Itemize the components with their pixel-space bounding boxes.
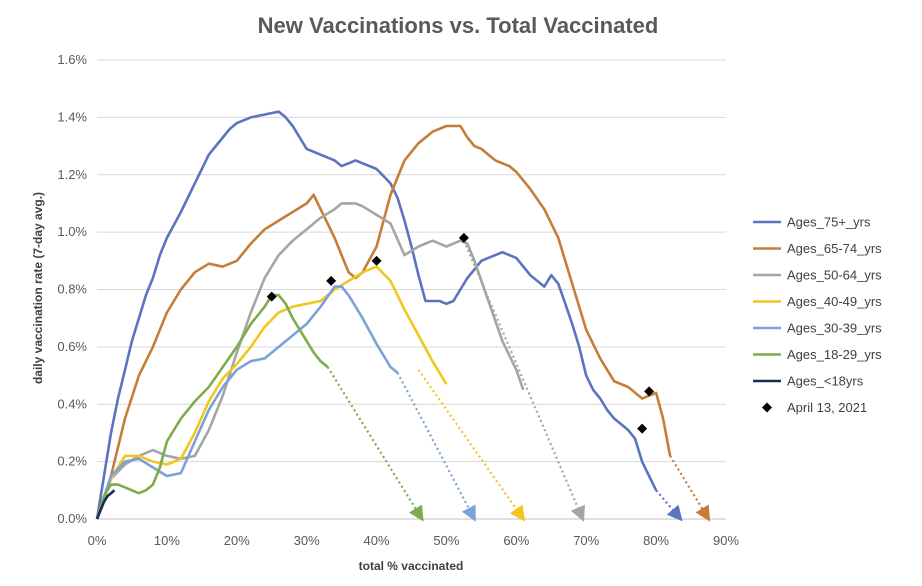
projection-line bbox=[326, 366, 424, 522]
projection-line bbox=[655, 489, 683, 522]
x-tick-label: 90% bbox=[713, 533, 739, 548]
marker-point bbox=[266, 291, 277, 302]
x-tick-label: 40% bbox=[364, 533, 390, 548]
marker-point bbox=[637, 423, 648, 434]
legend-label: Ages_75+_yrs bbox=[787, 215, 871, 230]
series-line bbox=[95, 124, 672, 520]
projection-lines bbox=[326, 240, 711, 522]
x-tick-label: 70% bbox=[573, 533, 599, 548]
legend-label: Ages_30-39_yrs bbox=[787, 321, 882, 336]
y-axis-label: daily vaccination rate (7-day avg.) bbox=[31, 192, 45, 384]
legend-label: April 13, 2021 bbox=[787, 400, 867, 415]
y-tick-label: 0.6% bbox=[57, 339, 87, 354]
legend-label: Ages_18-29_yrs bbox=[787, 347, 882, 362]
legend-marker-swatch bbox=[762, 402, 772, 413]
x-tick-label: 0% bbox=[88, 533, 107, 548]
marker-point bbox=[458, 232, 469, 243]
marker-point bbox=[371, 255, 382, 266]
series-line bbox=[95, 489, 116, 520]
y-tick-label: 1.6% bbox=[57, 52, 87, 67]
marker-point bbox=[644, 386, 655, 397]
legend-label: Ages_65-74_yrs bbox=[787, 241, 882, 256]
legend: Ages_75+_yrs Ages_65-74_yrs Ages_50-64_yrs… bbox=[753, 215, 882, 415]
projection-line bbox=[417, 369, 526, 522]
y-tick-label: 0.4% bbox=[57, 396, 87, 411]
x-tick-label: 80% bbox=[643, 533, 669, 548]
x-tick-label: 10% bbox=[154, 533, 180, 548]
gridlines bbox=[97, 59, 726, 463]
x-tick-label: 50% bbox=[433, 533, 459, 548]
april-13-markers bbox=[266, 232, 655, 434]
x-tick-label: 20% bbox=[224, 533, 250, 548]
chart-title: New Vaccinations vs. Total Vaccinated bbox=[258, 13, 659, 38]
y-tick-label: 0.2% bbox=[57, 454, 87, 469]
series-line bbox=[95, 293, 329, 520]
x-tick-label: 30% bbox=[294, 533, 320, 548]
x-axis-label: total % vaccinated bbox=[359, 559, 464, 573]
y-axis-ticks: 0.0% 0.2% 0.4% 0.6% 0.8% 1.0% 1.2% 1.4% 1.6% bbox=[57, 52, 87, 526]
y-tick-label: 1.0% bbox=[57, 224, 87, 239]
y-tick-label: 1.4% bbox=[57, 109, 87, 124]
legend-label: Ages_40-49_yrs bbox=[787, 294, 882, 309]
marker-point bbox=[326, 275, 337, 286]
x-axis-ticks: 0% 10% 20% 30% 40% 50% 60% 70% 80% 90% bbox=[88, 533, 740, 548]
series-line bbox=[95, 285, 399, 520]
y-tick-label: 0.8% bbox=[57, 282, 87, 297]
legend-label: Ages_<18yrs bbox=[787, 374, 864, 389]
y-tick-label: 0.0% bbox=[57, 511, 87, 526]
y-tick-label: 1.2% bbox=[57, 167, 87, 182]
projection-line bbox=[669, 455, 711, 522]
series-line bbox=[95, 265, 448, 520]
series-line bbox=[95, 110, 658, 520]
x-tick-label: 60% bbox=[503, 533, 529, 548]
legend-label: Ages_50-64_yrs bbox=[787, 268, 882, 283]
